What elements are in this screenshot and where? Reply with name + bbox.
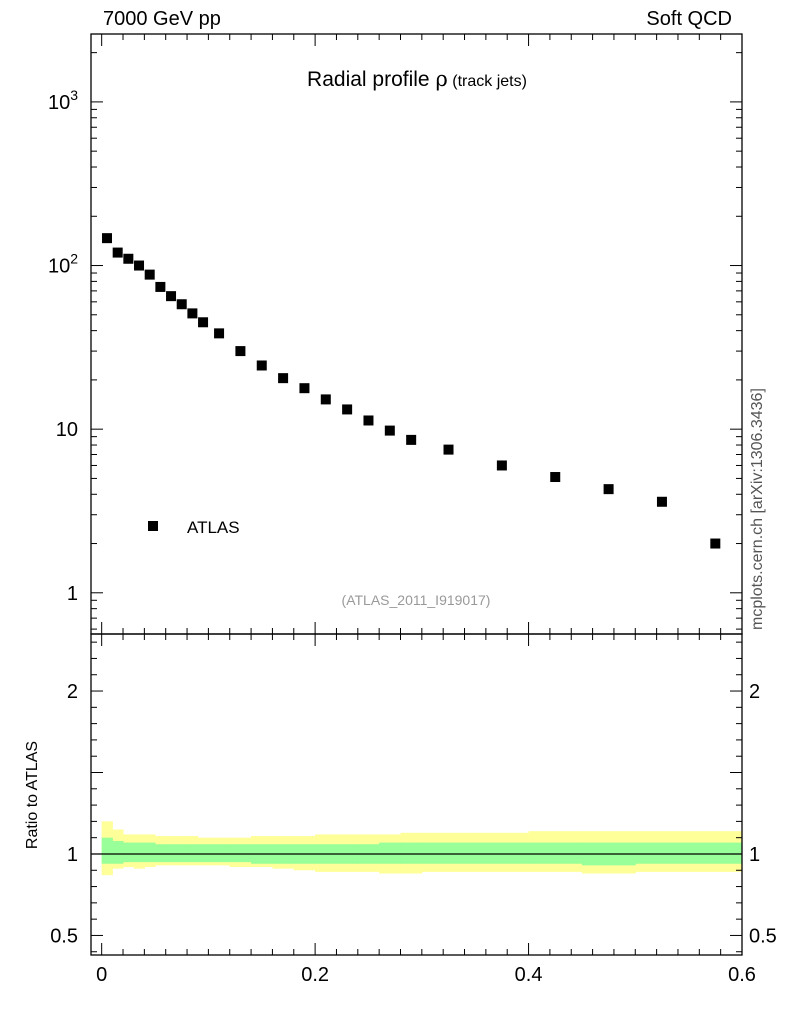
ratio-band-green [400,842,423,864]
ratio-y-tick-label-right: 1 [749,844,760,866]
data-point [235,346,246,357]
ratio-band-green [208,844,231,863]
ratio-band-green [475,842,530,864]
legend-label: ATLAS [187,518,240,537]
ratio-band-green [379,842,401,864]
ratio-y-tick-label-right: 0.5 [749,925,777,947]
x-tick-label: 0 [96,964,107,986]
ratio-y-axis-label: Ratio to ATLAS [24,741,41,849]
data-point [102,233,113,244]
ratio-band-green [197,844,209,863]
y-tick-label: 10 [56,419,78,441]
ratio-band-green [123,842,135,863]
ratio-band-green [165,844,177,863]
ratio-band-green [187,844,199,863]
ratio-y-tick-label: 1 [67,844,78,866]
data-point [123,253,134,264]
ratio-y-tick-label: 2 [67,681,78,703]
data-point [299,383,310,394]
ratio-band-green [101,837,113,864]
header-left: 7000 GeV pp [103,8,221,30]
data-point [363,415,374,426]
ratio-band-green [155,844,167,863]
main-panel-frame [90,33,743,635]
data-point [166,291,177,302]
data-point [656,496,667,507]
chart-title: Radial profile ρ (track jets) [307,67,527,91]
ratio-band-green [133,842,145,863]
data-point [496,460,507,471]
ratio-y-tick-label: 0.5 [50,925,78,947]
data-point [155,281,166,292]
ratio-band-green [528,842,583,864]
ratio-band-green [112,840,124,864]
ratio-band-green [635,842,690,864]
x-tick-label: 0.4 [515,964,543,986]
data-point [406,434,417,445]
x-tick-label: 0.6 [728,964,756,986]
legend-marker [148,521,158,531]
ratio-y-tick-label-right: 2 [749,681,760,703]
data-point [112,247,123,258]
y-tick-label: 102 [48,251,78,278]
y-tick-label: 103 [48,87,78,114]
data-point [384,425,395,436]
x-tick-label: 0.2 [301,964,329,986]
data-point [187,308,198,319]
data-point [603,484,614,495]
ratio-band-green [229,844,252,863]
ratio-band-green [688,842,743,864]
header-right: Soft QCD [646,8,732,30]
data-point [443,444,454,455]
data-point [134,260,145,271]
y-tick-label: 1 [67,583,78,605]
data-point [198,317,209,328]
data-point [342,404,353,415]
ratio-band-green [421,842,476,864]
data-point [550,472,561,483]
data-point [256,360,267,371]
data-point [278,373,289,384]
data-point [710,538,721,549]
ratio-panel-frame [90,633,743,956]
data-point [176,299,187,310]
ratio-band-green [144,842,156,863]
analysis-tag: (ATLAS_2011_I919017) [342,592,491,608]
data-point [144,269,155,280]
ratio-band-green [176,844,188,863]
data-point [214,328,225,339]
data-point [320,394,331,405]
